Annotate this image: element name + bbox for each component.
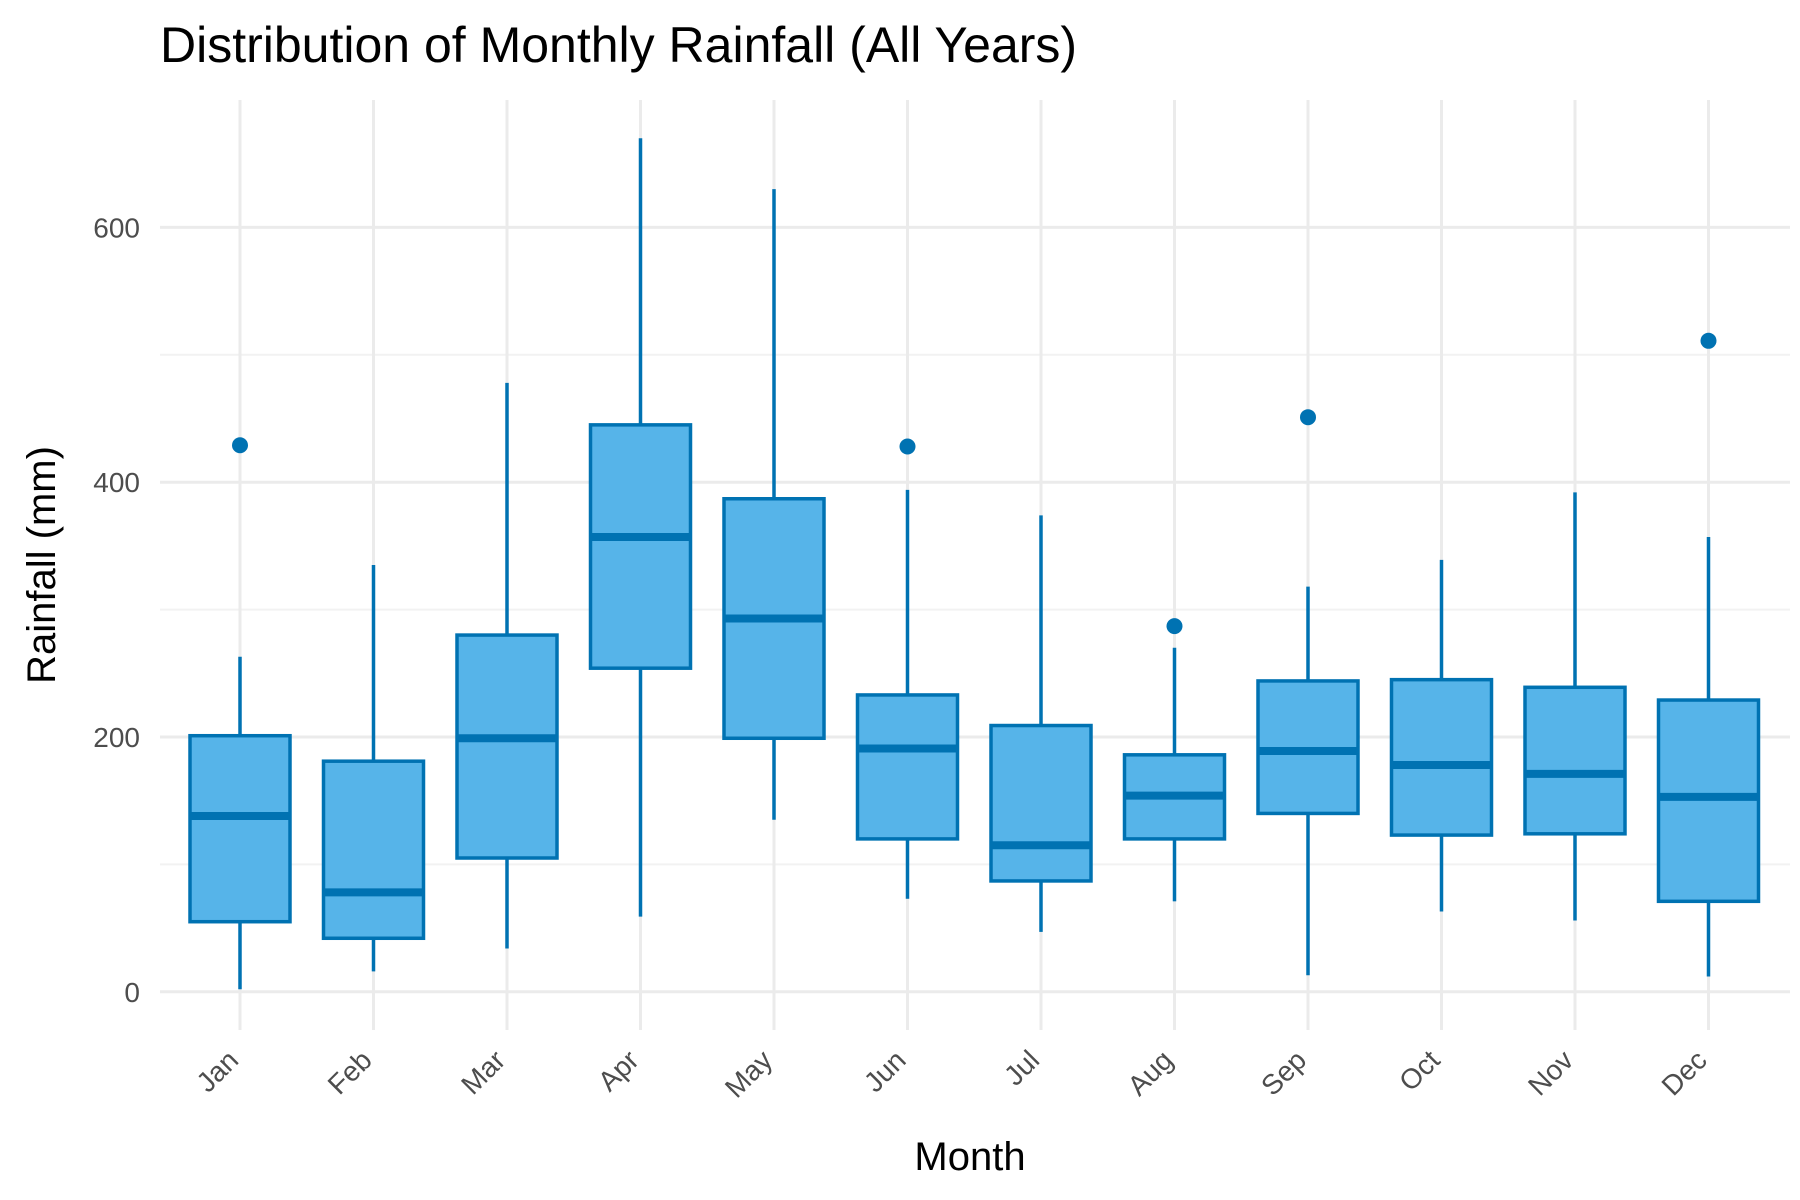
iqr-box	[321, 759, 426, 941]
chart-title: Distribution of Monthly Rainfall (All Ye…	[160, 17, 1077, 73]
outlier-point	[899, 438, 916, 455]
x-tick-label: May	[719, 1044, 778, 1103]
box-apr	[588, 138, 693, 917]
y-tick-label: 600	[93, 212, 140, 243]
y-axis-ticks: 0 200 400 600	[93, 212, 140, 1007]
x-tick-label: Nov	[1522, 1044, 1579, 1101]
x-tick-label: Mar	[455, 1044, 511, 1100]
box-aug	[1122, 618, 1227, 902]
y-tick-label: 400	[93, 467, 140, 498]
x-axis-title: Month	[914, 1135, 1025, 1179]
x-tick-label: Jun	[858, 1044, 912, 1098]
iqr-box	[1523, 685, 1627, 836]
box-mar	[455, 382, 559, 949]
y-tick-label: 200	[93, 722, 140, 753]
boxes	[188, 138, 1761, 990]
x-tick-label: Aug	[1122, 1044, 1179, 1101]
x-tick-label: Dec	[1656, 1044, 1713, 1101]
iqr-box	[1389, 677, 1494, 837]
outlier-point	[1700, 332, 1717, 349]
iqr-box	[188, 733, 292, 924]
x-tick-label: Oct	[1393, 1044, 1446, 1097]
x-tick-label: Sep	[1255, 1044, 1312, 1101]
box-feb	[321, 565, 426, 972]
x-tick-label: Apr	[592, 1044, 645, 1097]
iqr-box	[989, 723, 1093, 883]
x-tick-label: Jul	[998, 1044, 1045, 1091]
box-dec	[1656, 332, 1761, 977]
box-jul	[989, 515, 1093, 932]
iqr-box	[588, 423, 693, 670]
iqr-box	[455, 633, 559, 860]
x-axis-ticks: Jan Feb Mar Apr May Jun Jul Aug Sep Oct Nov Dec	[190, 1044, 1712, 1103]
y-tick-label: 0	[124, 977, 140, 1008]
box-sep	[1256, 409, 1360, 976]
outlier-point	[232, 437, 248, 454]
x-tick-label: Feb	[322, 1044, 378, 1100]
outlier-point	[1166, 618, 1183, 635]
iqr-box	[855, 693, 960, 841]
box-nov	[1523, 492, 1627, 921]
box-jun	[855, 438, 960, 899]
box-oct	[1389, 559, 1494, 912]
box-jan	[188, 437, 292, 990]
y-axis-title: Rainfall (mm)	[20, 446, 64, 684]
box-may	[722, 189, 826, 820]
x-tick-label: Jan	[190, 1044, 244, 1098]
outlier-point	[1300, 409, 1316, 426]
